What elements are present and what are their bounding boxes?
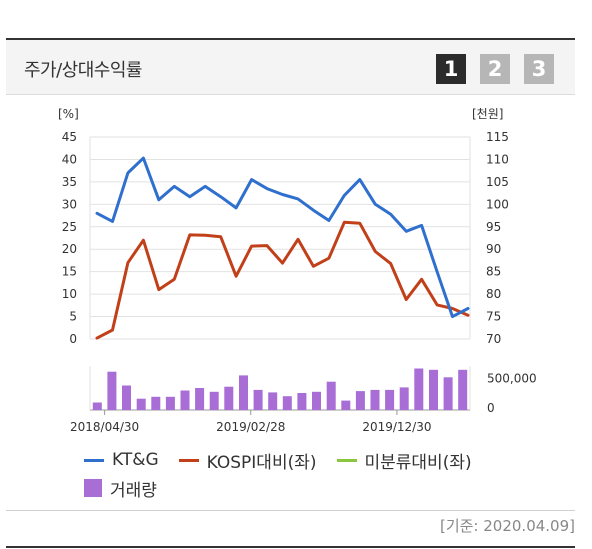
- legend-item-ktg: KT&G: [84, 450, 159, 470]
- volume-bar: [165, 396, 175, 410]
- left-tick-label: 0: [69, 332, 77, 346]
- left-tick-label: 45: [62, 130, 77, 144]
- volume-bar: [399, 387, 409, 410]
- left-tick-label: 5: [69, 310, 77, 324]
- volume-bar: [297, 393, 307, 410]
- legend-item-volume: 거래량: [84, 476, 157, 501]
- volume-bar: [180, 390, 190, 410]
- volume-bar: [151, 396, 161, 410]
- legend-label-kospi: KOSPI대비(좌): [206, 452, 317, 473]
- kospi-line-swatch: [178, 458, 199, 462]
- volume-bar-swatch: [84, 479, 102, 497]
- ktg-price-line: [95, 156, 470, 319]
- volume-tick-label: 0: [487, 401, 495, 415]
- right-axis-unit: [천원]: [472, 106, 503, 121]
- stock-chart-panel: 주가/상대수익률 1 2 3: [6, 38, 575, 546]
- left-tick-label: 40: [62, 152, 77, 166]
- volume-bar: [414, 368, 424, 410]
- volume-bar: [195, 388, 205, 410]
- volume-bar: [122, 385, 131, 410]
- right-tick-label: 75: [486, 310, 501, 324]
- right-tick-label: 85: [486, 265, 501, 279]
- volume-bar: [326, 381, 336, 410]
- ktg-line-swatch: [84, 458, 104, 462]
- left-tick-label: 20: [62, 242, 77, 256]
- volume-bar: [253, 389, 263, 410]
- volume-bar: [312, 391, 321, 410]
- left-tick-label: 35: [62, 175, 77, 189]
- volume-bar: [385, 389, 395, 410]
- right-tick-label: 110: [486, 152, 509, 166]
- page-3-button[interactable]: 3: [524, 54, 554, 84]
- volume-bar: [92, 402, 102, 410]
- volume-bar: [370, 389, 380, 410]
- legend-item-kospi: KOSPI대비(좌): [178, 448, 317, 473]
- kospi-relative-line: [95, 220, 470, 340]
- right-tick-label: 90: [486, 242, 501, 256]
- left-tick-label: 15: [62, 265, 77, 279]
- left-tick-label: 30: [62, 197, 77, 211]
- volume-bar: [224, 386, 234, 410]
- volume-bar: [429, 369, 438, 410]
- right-tick-label: 70: [486, 332, 501, 346]
- footer-rule: [6, 510, 575, 511]
- volume-bar: [355, 391, 365, 410]
- x-tick-label: 2018/04/30: [70, 420, 139, 434]
- legend-label-unclassified: 미분류대비(좌): [364, 452, 472, 473]
- volume-bar: [107, 371, 117, 410]
- volume-bar: [136, 398, 146, 410]
- volume-tick-label: 500,000: [487, 372, 537, 386]
- volume-bar: [209, 391, 219, 410]
- right-tick-label: 105: [486, 175, 509, 189]
- x-tick-label: 2019/02/28: [216, 420, 285, 434]
- right-tick-label: 100: [486, 197, 509, 211]
- left-axis-unit: [%]: [58, 107, 79, 121]
- right-tick-label: 95: [486, 220, 501, 234]
- reference-date: [기준: 2020.04.09]: [439, 517, 575, 535]
- page-2-button[interactable]: 2: [480, 54, 510, 84]
- left-tick-label: 25: [62, 220, 77, 234]
- bottom-rule: [6, 546, 575, 548]
- panel-header: 주가/상대수익률 1 2 3: [6, 40, 575, 95]
- page-1-button[interactable]: 1: [436, 54, 466, 84]
- right-tick-label: 115: [486, 130, 509, 144]
- top-rule: [6, 38, 575, 40]
- volume-bar: [443, 377, 453, 410]
- volume-bar: [282, 396, 292, 410]
- legend-label-volume: 거래량: [110, 480, 157, 501]
- right-tick-label: 80: [486, 287, 501, 301]
- x-tick-label: 2019/12/30: [362, 420, 431, 434]
- chart-legend: KT&G KOSPI대비(좌) 미분류대비(좌) 거래량: [84, 446, 524, 502]
- volume-bar: [239, 375, 248, 410]
- legend-item-unclassified: 미분류대비(좌): [336, 448, 472, 473]
- legend-label-ktg: KT&G: [112, 450, 159, 470]
- volume-bar: [341, 400, 351, 410]
- volume-bar: [268, 392, 278, 410]
- left-tick-label: 10: [62, 287, 77, 301]
- unclassified-line-swatch: [336, 458, 357, 462]
- volume-bar: [458, 369, 468, 410]
- panel-title: 주가/상대수익률: [24, 60, 142, 81]
